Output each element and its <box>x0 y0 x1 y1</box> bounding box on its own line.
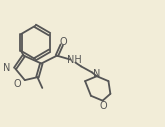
Text: O: O <box>100 101 107 111</box>
Text: N: N <box>3 63 10 73</box>
Text: N: N <box>93 69 100 79</box>
Text: O: O <box>13 79 21 89</box>
Text: NH: NH <box>67 55 82 65</box>
Text: O: O <box>60 37 67 47</box>
